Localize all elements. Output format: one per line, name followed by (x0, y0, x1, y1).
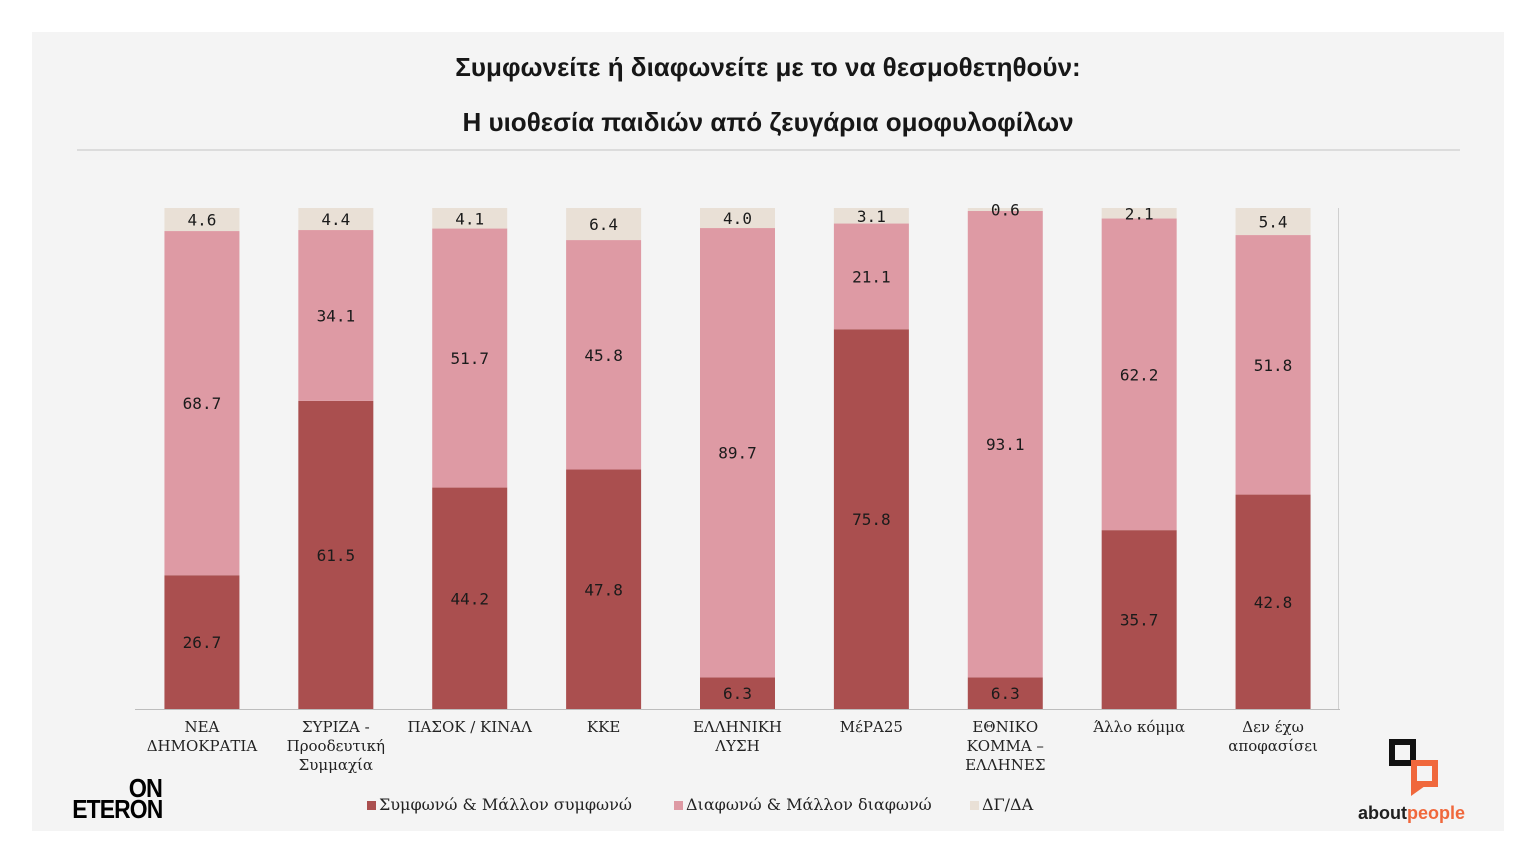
legend-label-agree: Συμφωνώ & Μάλλον συμφωνώ (379, 795, 632, 814)
eteron-logo-bottom: ETERON (71, 794, 163, 824)
legend-item-disagree: Διαφωνώ & Μάλλον διαφωνώ (674, 793, 932, 817)
aboutpeople-logo-about: about (1358, 803, 1407, 823)
legend-item-no-answer: ΔΓ/ΔΑ (970, 793, 1033, 817)
title-divider (77, 149, 1460, 151)
chart-subtitle: Η υιοθεσία παιδιών από ζευγάρια ομοφυλοφ… (462, 107, 1074, 137)
chart-title: Συμφωνείτε ή διαφωνείτε με το να θεσμοθε… (455, 52, 1081, 82)
chart-panel (32, 32, 1504, 831)
aboutpeople-speech-bubble-icon (1389, 739, 1438, 796)
legend-item-agree: Συμφωνώ & Μάλλον συμφωνώ (367, 793, 632, 817)
legend-swatch-no-answer (970, 800, 979, 810)
aboutpeople-logo: aboutpeople (1358, 803, 1465, 823)
legend-swatch-disagree (674, 800, 683, 810)
legend-label-no-answer: ΔΓ/ΔΑ (982, 795, 1034, 814)
aboutpeople-logo-people: people (1407, 803, 1466, 823)
legend-label-disagree: Διαφωνώ & Μάλλον διαφωνώ (686, 795, 932, 814)
legend-swatch-agree (367, 800, 376, 810)
eteron-logo-top: ON (128, 773, 163, 803)
eteron-logo: ON ETERON (60, 773, 163, 824)
